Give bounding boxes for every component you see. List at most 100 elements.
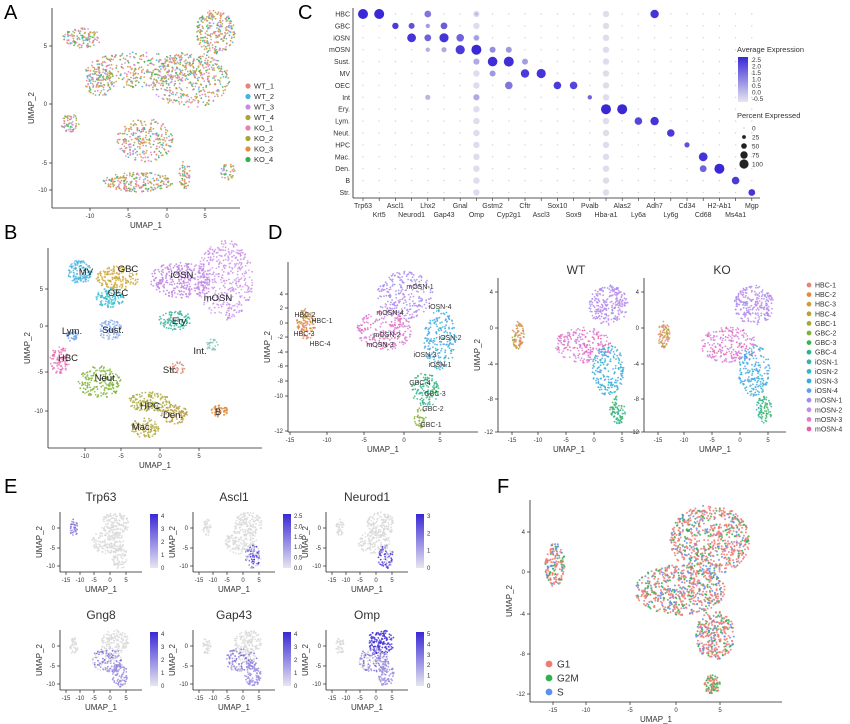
dot-background: [718, 96, 721, 99]
size-legend-tick: 50: [752, 144, 760, 151]
data-point: [82, 372, 84, 375]
data-point: [226, 19, 229, 22]
dot-background: [459, 168, 461, 170]
dot-background: [637, 37, 640, 39]
dot-background: [524, 108, 526, 110]
data-point: [149, 172, 151, 174]
data-point: [216, 27, 218, 29]
data-point: [155, 93, 158, 96]
data-point: [70, 115, 72, 118]
data-point: [210, 57, 213, 60]
data-point: [154, 395, 156, 397]
data-point: [244, 270, 247, 273]
data-point: [170, 312, 173, 314]
data-point: [197, 66, 200, 69]
data-point: [151, 188, 154, 191]
data-point: [224, 27, 227, 30]
data-point: [174, 56, 176, 59]
data-point: [155, 132, 158, 135]
data-point: [231, 36, 233, 39]
data-point: [204, 95, 207, 98]
data-point: [140, 122, 143, 125]
data-point: [129, 153, 132, 155]
data-point: [220, 240, 223, 243]
data-point: [168, 75, 171, 77]
data-point: [215, 341, 218, 344]
data-point: [228, 24, 230, 27]
data-point: [213, 275, 216, 277]
data-point: [418, 280, 421, 283]
data-point: [96, 295, 99, 298]
data-point: [246, 284, 249, 287]
data-point: [63, 38, 65, 41]
dot-background: [378, 191, 380, 194]
data-point: [184, 262, 187, 265]
data-point: [96, 31, 98, 33]
data-point: [80, 44, 83, 47]
data-point: [208, 261, 210, 264]
data-point: [157, 68, 159, 71]
data-point: [168, 135, 170, 138]
data-point: [150, 83, 153, 86]
data-point: [125, 142, 128, 145]
data-point: [166, 56, 169, 59]
dot-background: [410, 49, 413, 51]
data-point: [203, 45, 206, 47]
data-point: [160, 179, 163, 182]
data-point: [77, 380, 80, 383]
data-point: [96, 89, 99, 92]
data-point: [181, 367, 184, 370]
cluster-label-hpc: HPC: [140, 401, 160, 412]
data-point: [205, 283, 208, 285]
data-point: [235, 280, 238, 283]
data-point: [84, 381, 86, 384]
data-point: [209, 338, 212, 341]
dot-background: [718, 191, 721, 194]
data-point: [129, 52, 131, 55]
data-point: [206, 11, 209, 14]
data-point: [212, 255, 215, 258]
data-point: [241, 295, 243, 297]
data-point: [216, 66, 219, 69]
data-point: [425, 307, 427, 309]
data-point: [186, 93, 189, 96]
data-point: [211, 18, 214, 21]
data-point: [200, 60, 203, 63]
size-legend-tick: 75: [752, 153, 760, 160]
data-point: [103, 366, 105, 369]
data-point: [120, 280, 122, 283]
data-point: [163, 183, 166, 186]
dot-background: [734, 168, 737, 170]
dot-background: [540, 191, 542, 194]
data-point: [411, 313, 414, 316]
data-point: [199, 36, 202, 39]
data-point: [143, 120, 146, 123]
data-point: [73, 31, 76, 34]
dot-background: [589, 132, 591, 134]
data-point: [94, 393, 97, 396]
data-point: [222, 414, 225, 416]
data-point: [179, 282, 182, 284]
data-point: [225, 72, 228, 75]
dot-background: [524, 13, 526, 15]
data-point: [199, 55, 202, 58]
data-point: [226, 69, 228, 72]
dot-background: [718, 108, 721, 110]
data-point: [198, 86, 200, 89]
dot-background: [508, 144, 510, 146]
dot-background: [443, 84, 445, 87]
data-point: [97, 68, 100, 70]
dot-background: [508, 179, 510, 182]
data-point: [174, 287, 177, 290]
data-point: [119, 380, 121, 382]
data-point: [99, 323, 102, 326]
dot-faint: [473, 82, 480, 89]
dotplot-row-label: Ery.: [338, 107, 350, 114]
dot-marker: [408, 22, 415, 29]
data-point: [163, 322, 166, 325]
data-point: [215, 34, 217, 37]
data-point: [183, 290, 185, 293]
data-point: [129, 85, 132, 88]
data-point: [140, 156, 142, 158]
data-point: [133, 141, 136, 144]
